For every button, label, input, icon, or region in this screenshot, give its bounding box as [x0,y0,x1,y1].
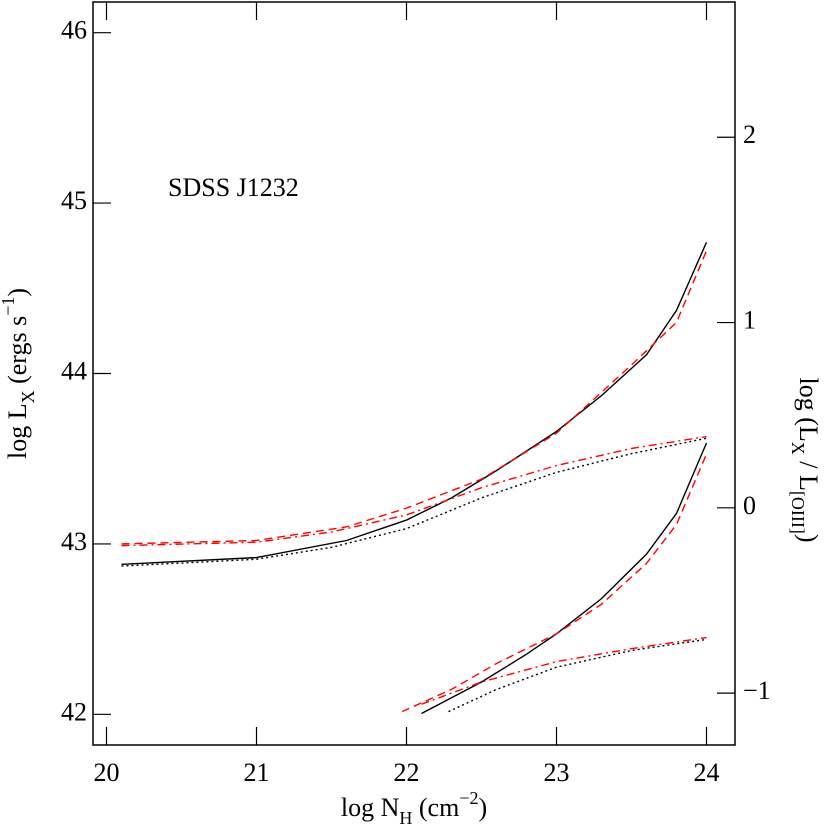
y-axis-label-part: X [18,390,38,403]
y-axis-label-part: (ergs s [3,316,32,391]
y2-tick-label: −1 [743,676,771,705]
y-tick-label: 44 [61,356,87,385]
y-tick-label: 45 [61,186,87,215]
y2-axis-label-part: log (L [794,377,823,441]
y-axis-label-part: −1 [0,297,18,316]
y-axis-label: log LX (ergs s−1) [0,288,38,459]
series-line [121,250,708,545]
x-tick-label: 21 [244,758,270,787]
y2-axis-label-part: [OIII] [788,491,808,534]
x-axis-label-part: log N [341,793,400,822]
y2-axis-label-part: / L [794,455,823,491]
series-line [121,435,707,547]
x-tick-label: 23 [544,758,570,787]
annotation: SDSS J1232 [168,173,299,202]
y-axis-label-part: log L [3,403,32,459]
x-tick-label: 22 [394,758,420,787]
y2-axis-label-part: ) [794,534,823,543]
series-line [121,437,707,567]
x-axis-label: log NH (cm−2) [341,788,487,828]
series-line [448,638,707,713]
series-line [421,636,707,705]
series-line [401,453,708,713]
y2-axis-label-part: X [788,442,808,455]
y-axis-label-part: ) [3,288,32,297]
x-axis-label-part: ) [478,793,487,822]
y-tick-label: 46 [61,16,87,45]
x-tick-label: 20 [94,758,120,787]
x-tick-label: 24 [694,758,720,787]
y2-tick-label: 1 [743,306,756,335]
series-line [421,442,708,715]
x-axis-label-part: −2 [459,788,478,808]
plot-frame [92,1,736,746]
y2-tick-label: 0 [743,491,756,520]
x-axis-label-part: H [399,808,412,828]
y-tick-label: 42 [61,697,87,726]
y2-tick-label: 2 [743,120,756,149]
series-line [121,242,708,566]
y2-axis-label: log (LX / L[OIII]) [788,377,823,542]
x-axis-label-part: (cm [412,793,459,822]
y-tick-label: 43 [61,527,87,556]
